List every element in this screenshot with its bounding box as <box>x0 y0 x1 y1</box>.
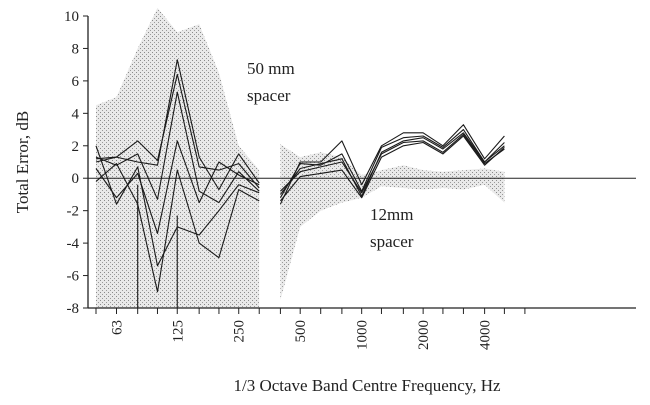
x-tick-label-63: 63 <box>110 320 126 335</box>
x-tick-label-1000: 1000 <box>355 320 371 350</box>
shaded-band-1 <box>96 7 260 309</box>
series-line-g1-2 <box>95 73 260 189</box>
annotation-12mm-spacer: spacer <box>370 232 414 251</box>
x-tick-label-125: 125 <box>170 320 186 343</box>
y-axis-ticks: 10 8 6 4 2 0 -2 -4 -6 -8 <box>64 9 88 317</box>
y-tick-label-0: 10 <box>64 9 79 25</box>
annotation-50mm: 50 mm <box>247 59 295 78</box>
series-line-g2-3 <box>279 132 505 197</box>
series-line-g2-5 <box>279 135 505 202</box>
data-series <box>95 59 505 308</box>
x-tick-label-2000: 2000 <box>416 320 432 350</box>
y-tick-label-9: -8 <box>67 301 80 317</box>
series-line-g2-4 <box>280 133 505 194</box>
x-tick-label-250: 250 <box>232 320 248 343</box>
x-tick-label-500: 500 <box>293 320 309 343</box>
y-tick-label-5: 0 <box>72 171 80 187</box>
annotation-50mm-spacer: spacer <box>247 86 291 105</box>
y-tick-label-1: 8 <box>72 41 80 57</box>
series-line-g1-6 <box>95 163 260 293</box>
shaded-range-bands <box>96 7 505 309</box>
y-axis-label: Total Error, dB <box>13 111 32 213</box>
y-tick-label-3: 4 <box>72 106 80 122</box>
y-tick-label-2: 6 <box>72 74 80 90</box>
annotation-12mm: 12mm <box>370 205 413 224</box>
series-line-g1-4 <box>95 140 260 234</box>
series-line-g1-3 <box>95 91 260 204</box>
y-tick-label-4: 2 <box>72 139 80 155</box>
y-tick-label-6: -2 <box>67 204 80 220</box>
series-line-g2-1 <box>279 124 505 205</box>
y-tick-label-8: -6 <box>67 269 80 285</box>
shaded-band-2 <box>280 144 505 300</box>
x-tick-label-4000: 4000 <box>478 320 494 350</box>
x-axis-ticks: 63 125 250 500 1000 2000 4000 <box>95 308 526 350</box>
y-tick-label-7: -4 <box>67 236 80 252</box>
x-axis-label: 1/3 Octave Band Centre Frequency, Hz <box>233 376 500 395</box>
